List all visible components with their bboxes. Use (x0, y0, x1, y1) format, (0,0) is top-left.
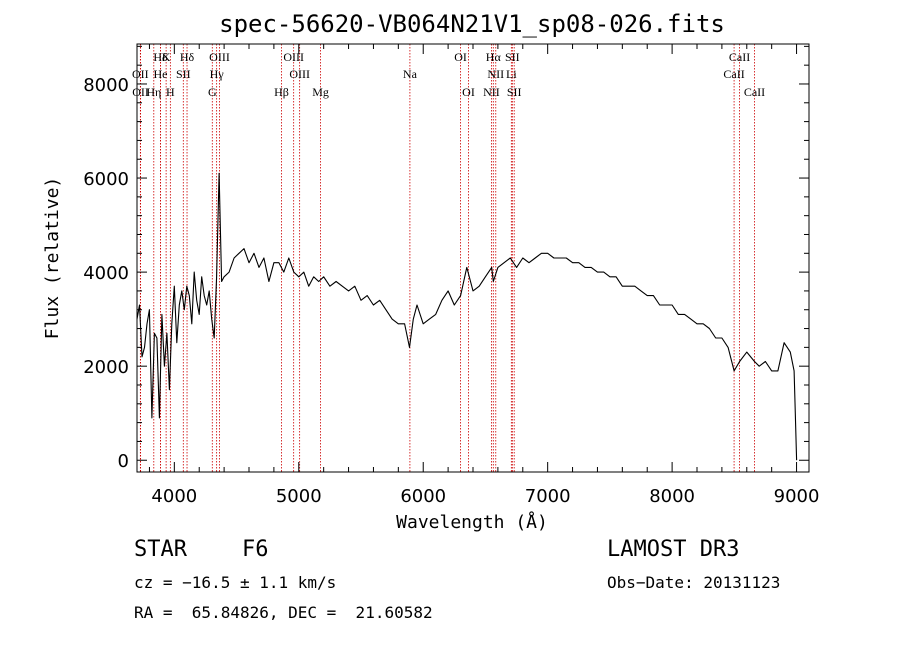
line-marker-label-2: Hδ (180, 50, 195, 64)
y-tick-label-4: 8000 (83, 75, 129, 96)
x-tick-label-0: 4000 (151, 486, 197, 507)
y-tick-label-2: 4000 (83, 263, 129, 284)
line-marker-label-6: Hα (486, 50, 502, 64)
line-marker-label-7: SII (505, 50, 520, 64)
line-marker-label-24: OI (462, 85, 475, 99)
line-marker-label-14: Na (403, 67, 418, 81)
survey-name: LAMOST DR3 (607, 537, 740, 562)
line-marker-label-26: SII (507, 85, 522, 99)
line-marker-label-25: NII (483, 85, 500, 99)
x-tick-label-5: 9000 (774, 486, 820, 507)
line-marker-label-4: OIII (283, 50, 304, 64)
line-marker-label-17: CaII (723, 67, 744, 81)
line-marker-label-18: OII (132, 85, 149, 99)
line-marker-label-15: NII (487, 67, 504, 81)
line-marker-label-27: CaII (744, 85, 765, 99)
line-marker-label-5: OI (454, 50, 467, 64)
y-tick-label-0: 0 (118, 451, 129, 472)
spectrum-line (136, 172, 798, 461)
line-marker-label-19: Hη (146, 85, 161, 99)
x-tick-label-2: 6000 (400, 486, 446, 507)
line-marker-label-13: OIII (289, 67, 310, 81)
line-marker-label-1: K (162, 50, 171, 64)
sky-coordinates: RA = 65.84826, DEC = 21.60582 (134, 603, 433, 622)
x-axis-label: Wavelength (Å) (396, 511, 548, 533)
redshift-velocity: cz = −16.5 ± 1.1 km/s (134, 573, 337, 592)
chart-title: spec-56620-VB064N21V1_sp08-026.fits (219, 10, 725, 38)
line-marker-label-20: H (166, 85, 175, 99)
object-class: STAR (134, 537, 187, 562)
line-marker-label-10: He (154, 67, 168, 81)
line-marker-label-21: G (208, 85, 217, 99)
observation-date: Obs−Date: 20131123 (607, 573, 781, 592)
x-tick-label-4: 8000 (649, 486, 695, 507)
line-marker-label-16: Li (506, 67, 517, 81)
y-tick-label-1: 2000 (83, 357, 129, 378)
line-marker-label-3: OIII (209, 50, 230, 64)
line-marker-label-11: SII (176, 67, 191, 81)
line-marker-label-0: Hδ (153, 50, 168, 64)
line-marker-label-8: CaII (729, 50, 750, 64)
x-tick-label-1: 5000 (276, 486, 322, 507)
line-marker-label-23: Mg (312, 85, 329, 99)
y-axis-label: Flux (relative) (42, 177, 63, 340)
line-marker-label-9: OII (132, 67, 149, 81)
y-tick-label-3: 6000 (83, 169, 129, 190)
line-marker-label-22: Hβ (274, 85, 289, 99)
spectral-subclass: F6 (242, 537, 269, 562)
x-tick-label-3: 7000 (525, 486, 571, 507)
line-marker-label-12: Hγ (210, 67, 225, 81)
plot-frame (136, 43, 810, 473)
